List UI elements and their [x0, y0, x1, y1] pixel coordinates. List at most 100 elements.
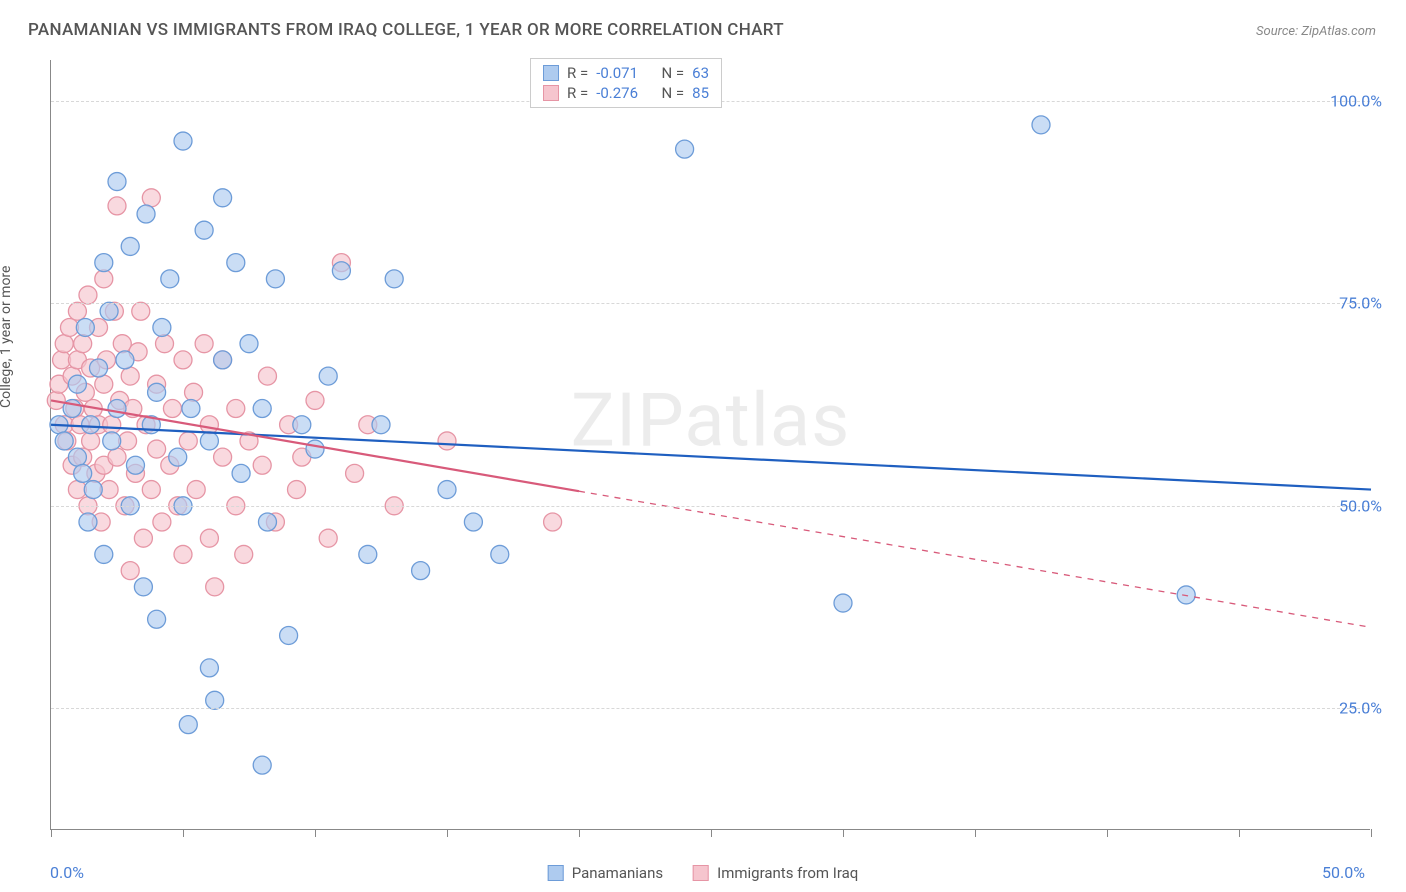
scatter-point	[1032, 116, 1050, 134]
y-tick-label: 50.0%	[1339, 496, 1382, 515]
scatter-point	[148, 440, 166, 458]
scatter-point	[174, 132, 192, 150]
legend-r-value: -0.276	[596, 84, 638, 102]
correlation-legend: R = -0.071 N = 63R = -0.276 N = 85	[530, 58, 722, 108]
x-tick	[51, 829, 52, 837]
scatter-point	[153, 318, 171, 336]
scatter-point	[174, 351, 192, 369]
scatter-point	[68, 302, 86, 320]
series-legend: Panamanians Immigrants from Iraq	[548, 864, 859, 882]
scatter-point	[174, 545, 192, 563]
scatter-point	[491, 545, 509, 563]
scatter-point	[179, 716, 197, 734]
scatter-point	[142, 189, 160, 207]
series-legend-item: Immigrants from Iraq	[693, 864, 858, 882]
scatter-point	[142, 481, 160, 499]
scatter-point	[108, 197, 126, 215]
scatter-point	[288, 481, 306, 499]
scatter-point	[464, 513, 482, 531]
scatter-point	[163, 400, 181, 418]
scatter-point	[95, 254, 113, 272]
scatter-point	[148, 383, 166, 401]
scatter-point	[676, 140, 694, 158]
scatter-point	[153, 513, 171, 531]
scatter-point	[280, 626, 298, 644]
x-tick-label: 0.0%	[50, 863, 84, 882]
series-legend-label: Immigrants from Iraq	[717, 864, 858, 882]
legend-swatch	[543, 85, 559, 101]
scatter-point	[834, 594, 852, 612]
scatter-point	[253, 756, 271, 774]
x-tick	[447, 829, 448, 837]
scatter-point	[200, 416, 218, 434]
source-attribution: Source: ZipAtlas.com	[1256, 24, 1376, 39]
scatter-point	[200, 432, 218, 450]
scatter-point	[195, 335, 213, 353]
x-tick	[315, 829, 316, 837]
legend-r-label: R =	[567, 64, 588, 82]
scatter-point	[121, 237, 139, 255]
scatter-point	[108, 173, 126, 191]
scatter-point	[74, 335, 92, 353]
scatter-point	[82, 432, 100, 450]
scatter-point	[169, 448, 187, 466]
scatter-point	[55, 335, 73, 353]
scatter-point	[258, 513, 276, 531]
scatter-point	[185, 383, 203, 401]
scatter-point	[103, 432, 121, 450]
scatter-point	[227, 254, 245, 272]
scatter-point	[200, 659, 218, 677]
scatter-point	[306, 391, 324, 409]
scatter-point	[134, 578, 152, 596]
scatter-point	[148, 610, 166, 628]
x-tick	[1371, 829, 1372, 837]
scatter-point	[438, 481, 456, 499]
legend-n-label: N =	[661, 64, 684, 82]
legend-swatch	[693, 865, 709, 881]
x-tick	[843, 829, 844, 837]
scatter-point	[182, 400, 200, 418]
legend-swatch	[543, 65, 559, 81]
x-tick	[975, 829, 976, 837]
scatter-point	[55, 432, 73, 450]
scatter-point	[113, 335, 131, 353]
scatter-point	[293, 416, 311, 434]
scatter-point	[156, 335, 174, 353]
scatter-point	[438, 432, 456, 450]
scatter-point	[253, 456, 271, 474]
x-tick	[1239, 829, 1240, 837]
scatter-point	[95, 375, 113, 393]
gridline-horizontal	[51, 708, 1370, 709]
scatter-point	[121, 367, 139, 385]
scatter-point	[121, 562, 139, 580]
scatter-point	[108, 448, 126, 466]
scatter-point	[76, 318, 94, 336]
legend-n-label: N =	[661, 84, 684, 102]
gridline-horizontal	[51, 506, 1370, 507]
scatter-point	[132, 302, 150, 320]
scatter-point	[235, 545, 253, 563]
scatter-point	[319, 367, 337, 385]
y-tick-label: 100.0%	[1330, 91, 1382, 110]
legend-n-value: 85	[692, 84, 709, 102]
scatter-point	[306, 440, 324, 458]
scatter-point	[95, 545, 113, 563]
scatter-point	[68, 375, 86, 393]
y-axis-label: College, 1 year or more	[0, 266, 14, 408]
scatter-point	[126, 456, 144, 474]
x-tick-label: 50.0%	[1322, 863, 1365, 882]
scatter-point	[385, 270, 403, 288]
scatter-point	[214, 189, 232, 207]
scatter-point	[137, 205, 155, 223]
scatter-point	[372, 416, 390, 434]
scatter-point	[266, 270, 284, 288]
scatter-point	[79, 513, 97, 531]
scatter-point	[84, 481, 102, 499]
scatter-point	[346, 464, 364, 482]
series-legend-item: Panamanians	[548, 864, 663, 882]
scatter-point	[100, 302, 118, 320]
legend-stat-row: R = -0.071 N = 63	[543, 63, 709, 83]
scatter-point	[412, 562, 430, 580]
plot-area: ZIPatlas	[50, 60, 1370, 830]
y-tick-label: 25.0%	[1339, 699, 1382, 718]
